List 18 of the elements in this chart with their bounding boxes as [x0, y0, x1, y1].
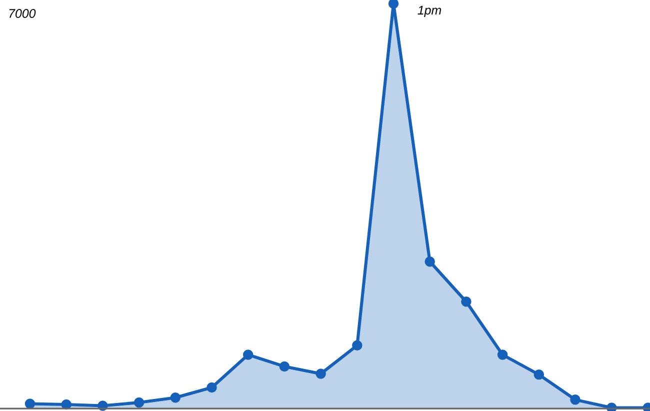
point — [352, 340, 362, 350]
point — [170, 392, 181, 403]
point — [61, 399, 72, 410]
point — [316, 368, 326, 379]
point — [534, 369, 544, 380]
point — [24, 398, 36, 409]
point — [388, 0, 399, 9]
annotation: 1pm — [418, 6, 442, 17]
point — [424, 256, 435, 267]
point — [98, 400, 108, 411]
point — [134, 397, 144, 408]
point — [279, 361, 290, 372]
point — [461, 296, 472, 307]
point — [242, 349, 254, 360]
point — [206, 382, 217, 392]
annotation: 7000 — [9, 8, 36, 18]
point — [570, 394, 580, 405]
point — [497, 349, 508, 360]
